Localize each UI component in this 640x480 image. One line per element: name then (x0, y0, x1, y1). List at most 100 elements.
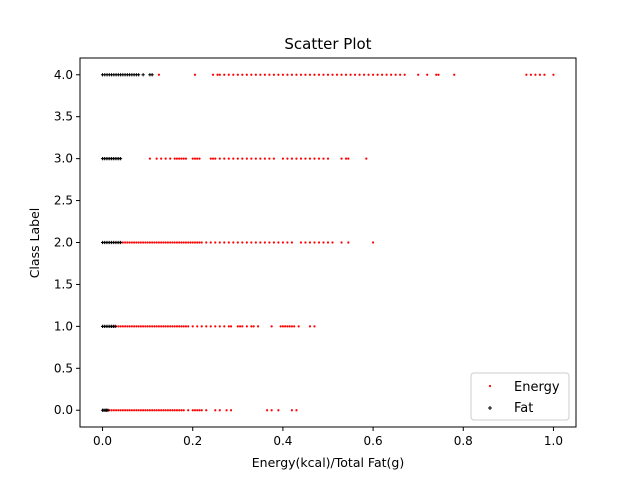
energy-point (187, 325, 190, 328)
energy-point (209, 157, 212, 160)
energy-point (331, 241, 334, 244)
energy-point (180, 409, 183, 412)
energy-point (214, 325, 217, 328)
fat-point (106, 408, 110, 412)
series-energy (103, 73, 555, 412)
energy-point (223, 73, 226, 76)
energy-point (133, 325, 136, 328)
energy-point (196, 241, 199, 244)
energy-point (135, 241, 138, 244)
energy-point (157, 73, 161, 76)
energy-point (322, 157, 325, 160)
x-tick-label: 0.2 (183, 434, 202, 448)
energy-point (277, 409, 280, 412)
energy-point (367, 73, 370, 76)
energy-point (121, 241, 124, 244)
energy-point (308, 325, 312, 328)
energy-point (552, 73, 555, 76)
energy-point (211, 157, 215, 160)
energy-point (299, 157, 303, 160)
energy-point (133, 409, 136, 412)
energy-point (128, 325, 131, 328)
legend: Energy Fat (470, 372, 570, 421)
energy-point (437, 73, 440, 76)
energy-point (365, 157, 368, 160)
energy-point (290, 409, 294, 412)
energy-point (184, 325, 188, 328)
energy-point (308, 157, 312, 160)
energy-point (290, 325, 294, 328)
energy-point (139, 325, 142, 328)
energy-point (130, 409, 133, 412)
energy-point (227, 73, 230, 76)
energy-point (193, 409, 197, 412)
fat-point (150, 73, 154, 77)
energy-point (162, 241, 165, 244)
energy-point (137, 241, 140, 244)
energy-point (198, 157, 201, 160)
energy-point (288, 325, 291, 328)
energy-point (142, 241, 145, 244)
fat-point (141, 73, 145, 77)
energy-point (299, 241, 303, 244)
energy-point (245, 325, 248, 328)
energy-point (157, 409, 161, 412)
energy-point (232, 73, 235, 76)
energy-point (128, 241, 131, 244)
energy-point (173, 157, 176, 160)
energy-point (180, 241, 183, 244)
y-tick-label: 1.0 (54, 319, 73, 333)
energy-point (236, 73, 239, 76)
energy-point (178, 325, 181, 328)
energy-point (534, 73, 537, 76)
energy-point (543, 73, 546, 76)
energy-point (236, 241, 239, 244)
energy-point (191, 409, 194, 412)
energy-point (180, 325, 183, 328)
energy-point (268, 157, 271, 160)
energy-point (139, 241, 142, 244)
energy-point (151, 325, 154, 328)
energy-point (347, 157, 350, 160)
y-tick-label: 4.0 (54, 68, 73, 82)
y-tick-label: 0.0 (54, 403, 73, 417)
energy-point (112, 409, 115, 412)
energy-point (196, 157, 199, 160)
energy-point (322, 73, 325, 76)
energy-point (394, 73, 397, 76)
energy-point (286, 157, 289, 160)
energy-point (529, 73, 533, 76)
energy-point (162, 325, 165, 328)
energy-point (322, 241, 325, 244)
energy-point (216, 73, 219, 76)
energy-point (166, 409, 170, 412)
energy-point (214, 157, 217, 160)
energy-point (313, 325, 316, 328)
energy-point (284, 325, 287, 328)
energy-point (277, 241, 280, 244)
energy-point (290, 157, 294, 160)
energy-point (169, 325, 172, 328)
energy-point (166, 241, 170, 244)
energy-point (371, 73, 375, 76)
energy-point (435, 73, 438, 76)
energy-point (263, 73, 266, 76)
energy-point (272, 157, 275, 160)
energy-point (130, 241, 133, 244)
energy-point (250, 241, 253, 244)
energy-point (293, 325, 296, 328)
energy-point (169, 157, 172, 160)
energy-point (241, 325, 244, 328)
energy-point (263, 241, 266, 244)
energy-point (290, 241, 294, 244)
energy-point (139, 409, 142, 412)
energy-point (196, 325, 199, 328)
x-axis-label: Energy(kcal)/Total Fat(g) (252, 455, 404, 470)
energy-point (344, 73, 348, 76)
energy-point (268, 241, 271, 244)
energy-point (153, 325, 156, 328)
energy-point (214, 409, 217, 412)
y-tick-label: 0.5 (54, 361, 73, 375)
energy-point (175, 241, 179, 244)
